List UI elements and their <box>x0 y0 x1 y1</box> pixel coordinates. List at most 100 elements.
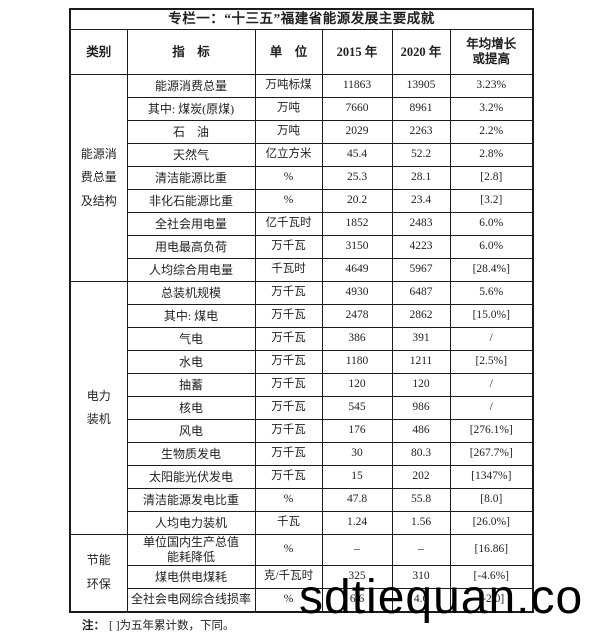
table-row: 全社会电网综合线损率% 6.6 4.6 [-2.0] <box>70 588 534 612</box>
unit-cell: 万千瓦 <box>254 465 323 489</box>
table-body: 能源消 费总量 及结构 能源消费总量 万吨标煤 11863 13905 3.23% 其中: … <box>69 74 534 612</box>
value-2015-cell: 30 <box>321 442 393 466</box>
value-2020-cell: 310 <box>391 565 451 589</box>
indicator-cell: 石 油 <box>126 120 256 144</box>
unit-cell: 亿立方米 <box>254 143 323 167</box>
indicator-cell: 人均电力装机 <box>126 511 256 535</box>
value-2015-cell: 20.2 <box>321 189 393 213</box>
growth-cell: 2.2% <box>449 120 534 144</box>
table-header-row: 类别 指 标 单 位 2015 年 2020 年 年均增长 或提高 <box>69 29 534 75</box>
value-2020-cell: 391 <box>391 327 451 351</box>
value-2020-cell: 2483 <box>391 212 451 236</box>
value-2020-cell: 6487 <box>391 281 451 305</box>
growth-cell: [28.4%] <box>449 258 534 282</box>
value-2015-cell: 3150 <box>321 235 393 259</box>
value-2015-cell: 176 <box>321 419 393 443</box>
indicator-cell: 其中: 煤电 <box>126 304 256 328</box>
unit-cell: 万千瓦 <box>254 373 323 397</box>
indicator-cell: 单位国内生产总值 能耗降低 <box>126 534 256 566</box>
table-row: 能源消 费总量 及结构 能源消费总量 万吨标煤 11863 13905 3.23% <box>69 74 534 282</box>
value-2020-cell: 986 <box>391 396 451 420</box>
growth-cell: 5.6% <box>449 281 534 305</box>
table-row: 全社会用电量 亿千瓦时 1852 2483 6.0% <box>70 212 534 236</box>
unit-cell: 万千瓦 <box>254 442 323 466</box>
table-row: 太阳能光伏发电 万千瓦 15 202 [1347%] <box>70 465 534 489</box>
indicator-cell: 用电最高负荷 <box>126 235 256 259</box>
value-2015-cell: 325 <box>321 565 393 589</box>
indicator-cell: 水电 <box>126 350 256 374</box>
indicator-cell: 全社会电网综合线损率 <box>126 588 256 612</box>
unit-cell: 万千瓦 <box>254 419 323 443</box>
value-2020-cell: 55.8 <box>391 488 451 512</box>
header-growth: 年均增长 或提高 <box>449 29 534 75</box>
indicator-cell: 风电 <box>126 419 256 443</box>
value-2020-cell: 1211 <box>391 350 451 374</box>
table-row: 其中: 煤炭(原煤) 万吨 7660 8961 3.2% <box>70 97 534 121</box>
unit-cell: % <box>254 488 323 512</box>
unit-cell: 万吨标煤 <box>254 74 323 98</box>
value-2020-cell: 4223 <box>391 235 451 259</box>
growth-cell: [276.1%] <box>449 419 534 443</box>
value-2015-cell: 15 <box>321 465 393 489</box>
unit-cell: % <box>254 166 323 190</box>
growth-cell: 3.23% <box>449 74 534 98</box>
unit-cell: 万千瓦 <box>254 327 323 351</box>
table-title-row: 专栏一：“十三五”福建省能源发展主要成就 <box>69 8 534 30</box>
growth-cell: [15.0%] <box>449 304 534 328</box>
value-2020-cell: 202 <box>391 465 451 489</box>
footnote: 注： [ ]为五年累计数，下同。 <box>82 617 235 633</box>
unit-cell: 千瓦 <box>254 511 323 535</box>
growth-cell: 3.2% <box>449 97 534 121</box>
value-2015-cell: 47.8 <box>321 488 393 512</box>
value-2015-cell: 4649 <box>321 258 393 282</box>
indicator-cell: 非化石能源比重 <box>126 189 256 213</box>
value-2020-cell: 5967 <box>391 258 451 282</box>
growth-cell: [2.5%] <box>449 350 534 374</box>
value-2015-cell: 7660 <box>321 97 393 121</box>
header-category: 类别 <box>69 29 128 75</box>
indicator-cell: 全社会用电量 <box>126 212 256 236</box>
indicator-cell: 抽蓄 <box>126 373 256 397</box>
energy-achievements-table: 专栏一：“十三五”福建省能源发展主要成就 类别 指 标 单 位 2015 年 2… <box>69 8 535 613</box>
value-2015-cell: 25.3 <box>321 166 393 190</box>
value-2015-cell: 45.4 <box>321 143 393 167</box>
indicator-cell: 太阳能光伏发电 <box>126 465 256 489</box>
value-2015-cell: 2478 <box>321 304 393 328</box>
unit-cell: 万吨 <box>254 120 323 144</box>
header-2015: 2015 年 <box>321 29 393 75</box>
growth-cell: 6.0% <box>449 212 534 236</box>
indicator-cell: 气电 <box>126 327 256 351</box>
value-2015-cell: 6.6 <box>321 588 393 612</box>
table-row: 清洁能源发电比重% 47.8 55.8 [8.0] <box>70 488 534 512</box>
indicator-cell: 总装机规模 <box>126 281 256 305</box>
header-unit: 单 位 <box>254 29 323 75</box>
value-2015-cell: 120 <box>321 373 393 397</box>
value-2020-cell: 13905 <box>391 74 451 98</box>
table-row: 节能 环保 单位国内生产总值 能耗降低% – – [16.86] <box>69 534 534 612</box>
indicator-cell: 天然气 <box>126 143 256 167</box>
value-2015-cell: 2029 <box>321 120 393 144</box>
indicator-cell: 人均综合用电量 <box>126 258 256 282</box>
value-2020-cell: 8961 <box>391 97 451 121</box>
value-2015-cell: 1180 <box>321 350 393 374</box>
value-2015-cell: 545 <box>321 396 393 420</box>
growth-cell: / <box>449 373 534 397</box>
growth-cell: 6.0% <box>449 235 534 259</box>
value-2020-cell: 52.2 <box>391 143 451 167</box>
indicator-cell: 核电 <box>126 396 256 420</box>
value-2015-cell: 386 <box>321 327 393 351</box>
table-row: 核电 万千瓦 545 986/ <box>70 396 534 420</box>
table-row: 电力 装机 总装机规模 万千瓦 4930 6487 5.6% <box>69 281 534 535</box>
value-2020-cell: 80.3 <box>391 442 451 466</box>
value-2020-cell: 23.4 <box>391 189 451 213</box>
table-row: 煤电供电煤耗 克/千瓦时 325 310 [-4.6%] <box>70 565 534 589</box>
value-2015-cell: 1852 <box>321 212 393 236</box>
table-row: 非化石能源比重% 20.2 23.4 [3.2] <box>70 189 534 213</box>
table-row: 其中: 煤电 万千瓦 2478 2862 [15.0%] <box>70 304 534 328</box>
value-2015-cell: 11863 <box>321 74 393 98</box>
table-row: 生物质发电 万千瓦 30 80.3 [267.7%] <box>70 442 534 466</box>
category-cell-2: 节能 环保 <box>69 534 128 612</box>
value-2020-cell: 486 <box>391 419 451 443</box>
growth-cell: [-2.0] <box>449 588 534 612</box>
